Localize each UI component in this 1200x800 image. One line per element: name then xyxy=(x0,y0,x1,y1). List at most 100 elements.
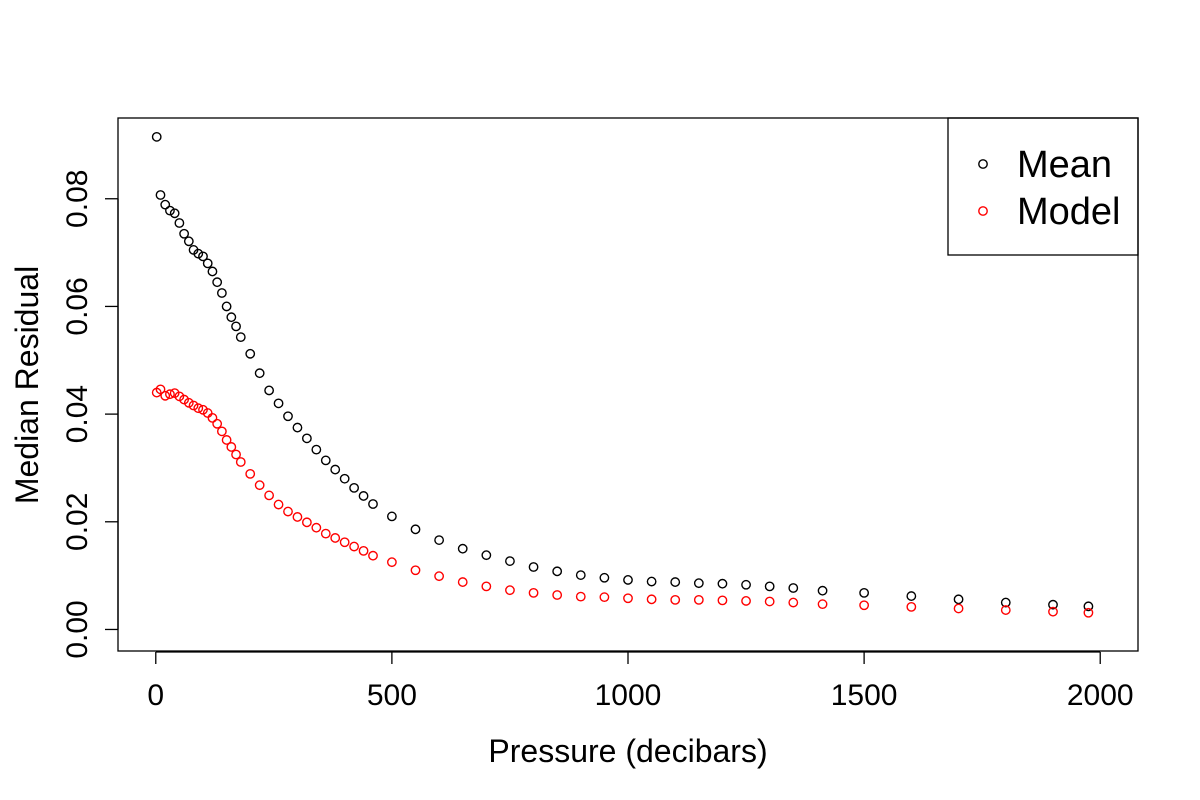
point-mean xyxy=(1083,601,1094,612)
point-mean xyxy=(528,562,539,572)
point-model xyxy=(717,595,728,606)
data-points xyxy=(151,131,1094,618)
point-model xyxy=(221,435,232,445)
point-mean xyxy=(198,251,208,262)
y-tick-label: 0.00 xyxy=(61,600,94,658)
point-mean xyxy=(231,321,241,332)
point-model xyxy=(339,537,350,548)
point-model xyxy=(264,490,275,501)
point-model xyxy=(646,594,657,605)
point-model xyxy=(283,506,293,517)
point-model xyxy=(216,426,227,437)
point-mean xyxy=(670,577,681,587)
point-mean xyxy=(953,594,964,605)
point-mean xyxy=(254,368,265,379)
x-axis: 0 500 1000 1500 2000 xyxy=(147,651,1134,712)
point-model xyxy=(386,557,397,568)
point-model xyxy=(1000,605,1011,615)
point-mean xyxy=(693,578,704,589)
point-model xyxy=(953,603,964,614)
point-model xyxy=(1048,606,1058,617)
point-mean xyxy=(320,455,331,466)
point-mean xyxy=(368,499,378,509)
point-mean xyxy=(906,591,917,601)
point-model xyxy=(906,601,917,612)
point-mean xyxy=(386,511,397,522)
point-mean xyxy=(1048,599,1058,610)
point-model xyxy=(226,442,237,452)
point-model xyxy=(693,594,704,605)
legend-marker-model xyxy=(978,206,988,216)
y-axis: 0.00 0.02 0.04 0.06 0.08 xyxy=(61,170,119,659)
point-mean xyxy=(169,208,180,219)
point-mean xyxy=(202,258,213,269)
point-model xyxy=(301,517,312,528)
point-mean xyxy=(599,572,610,583)
point-mean xyxy=(165,205,175,216)
y-tick-label: 0.08 xyxy=(61,170,94,228)
point-mean xyxy=(552,566,563,577)
point-model xyxy=(349,541,360,552)
point-model xyxy=(245,468,256,479)
plot-frame xyxy=(117,117,1139,652)
point-mean xyxy=(151,131,162,142)
point-mean xyxy=(160,199,171,210)
point-mean xyxy=(717,578,728,589)
legend: Mean Model xyxy=(947,117,1139,256)
point-model xyxy=(788,597,799,608)
point-mean xyxy=(264,385,275,396)
point-model xyxy=(505,585,515,596)
point-mean xyxy=(207,266,218,277)
point-model xyxy=(599,592,610,603)
point-mean xyxy=(245,348,256,359)
point-mean xyxy=(330,464,341,475)
point-mean xyxy=(575,570,586,580)
point-mean xyxy=(301,433,312,444)
point-model xyxy=(311,522,322,533)
point-model xyxy=(273,499,284,510)
point-mean xyxy=(358,491,369,501)
point-mean xyxy=(481,550,492,561)
point-model xyxy=(434,571,445,582)
point-mean xyxy=(235,332,246,343)
point-mean xyxy=(788,583,799,593)
point-model xyxy=(368,550,378,561)
x-tick-label: 1000 xyxy=(595,679,662,712)
point-mean xyxy=(764,581,775,592)
point-model xyxy=(859,600,870,611)
y-tick-label: 0.02 xyxy=(61,493,94,551)
point-mean xyxy=(623,575,633,585)
point-model xyxy=(410,565,421,576)
point-model xyxy=(193,403,204,414)
point-model xyxy=(1083,607,1094,618)
point-model xyxy=(160,390,171,401)
point-model xyxy=(670,594,681,605)
point-model xyxy=(292,512,303,522)
point-mean xyxy=(410,524,421,535)
point-mean xyxy=(292,422,303,433)
point-model xyxy=(528,587,539,598)
point-mean xyxy=(741,579,751,590)
point-mean xyxy=(457,543,468,554)
point-model xyxy=(481,581,492,592)
y-tick-label: 0.06 xyxy=(61,277,94,335)
point-model xyxy=(188,400,199,411)
point-mean xyxy=(434,535,445,545)
point-mean xyxy=(216,288,227,298)
legend-label-mean: Mean xyxy=(1017,144,1112,186)
point-mean xyxy=(155,190,166,200)
point-mean xyxy=(859,587,870,598)
point-mean xyxy=(817,585,828,596)
legend-marker-mean xyxy=(978,159,988,169)
point-mean xyxy=(179,228,190,239)
legend-box xyxy=(947,117,1139,256)
point-mean xyxy=(505,556,515,566)
point-model xyxy=(320,528,331,539)
point-model xyxy=(358,545,369,556)
point-model xyxy=(552,590,563,600)
point-mean xyxy=(273,398,284,409)
x-axis-title: Pressure (decibars) xyxy=(488,733,767,769)
point-mean xyxy=(339,473,350,484)
point-model xyxy=(231,449,241,460)
